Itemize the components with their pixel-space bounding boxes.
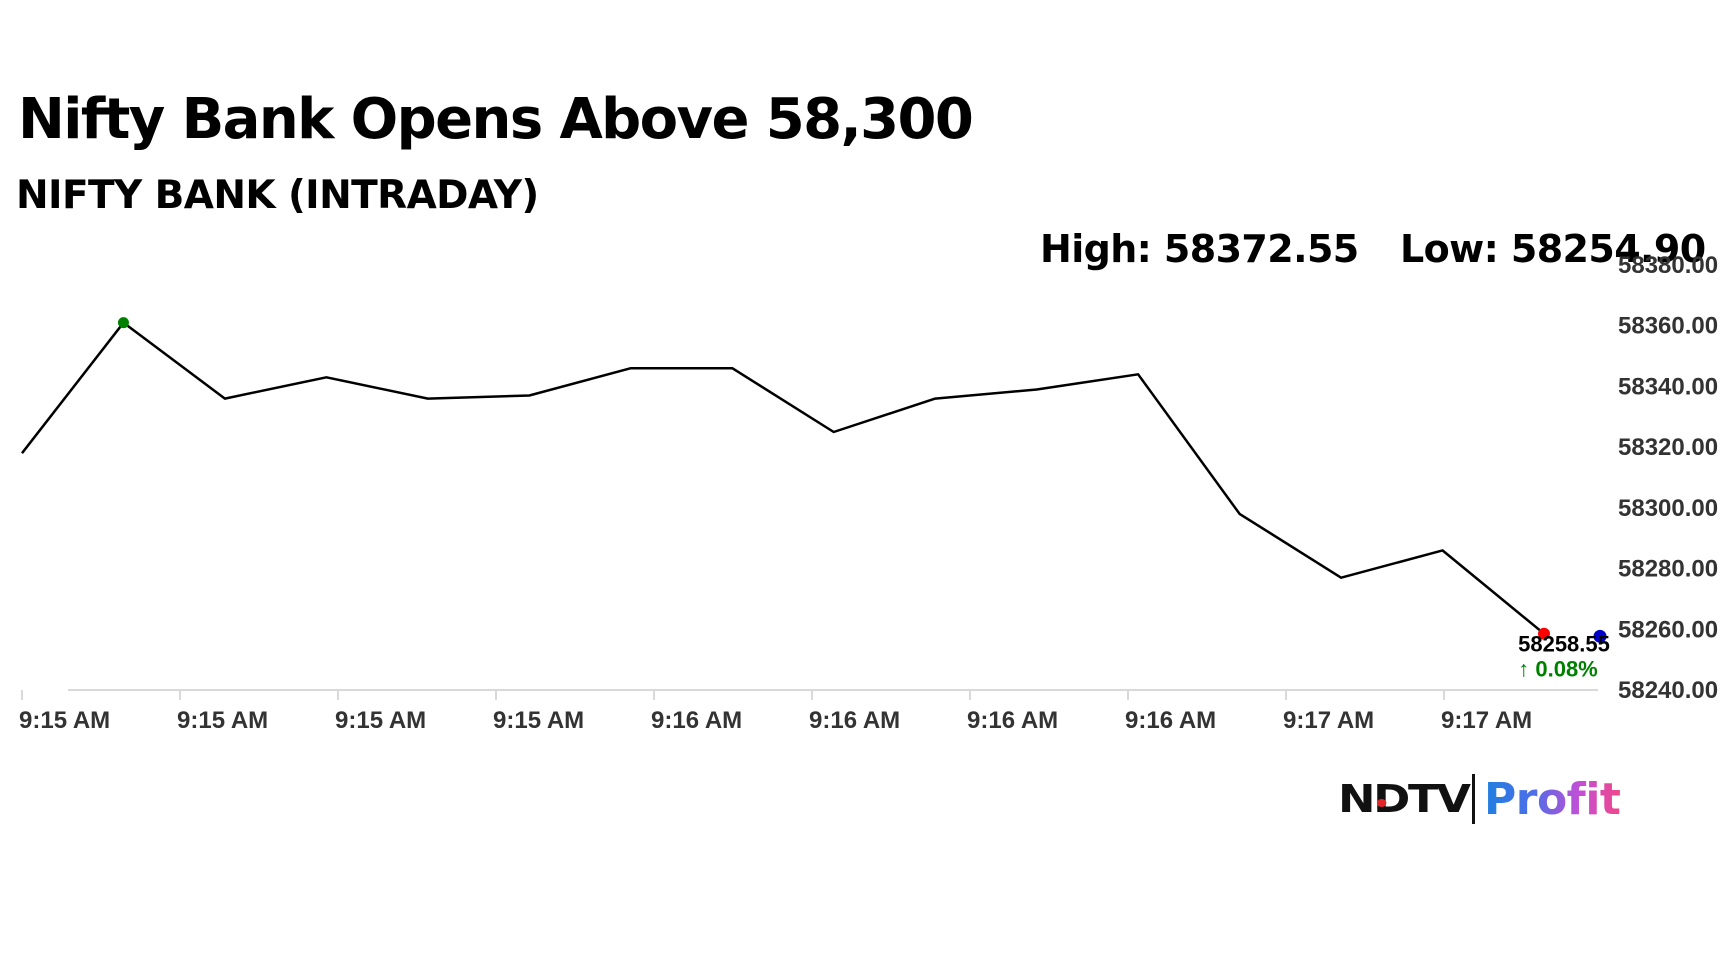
x-tick-label: 9:15 AM bbox=[493, 707, 584, 734]
chart-subtitle: NIFTY BANK (INTRADAY) bbox=[16, 173, 539, 218]
y-tick-label: 58320.00 bbox=[1618, 434, 1718, 461]
x-tick-label: 9:16 AM bbox=[651, 707, 742, 734]
x-tick-label: 9:15 AM bbox=[177, 707, 268, 734]
last-point-marker bbox=[1538, 627, 1550, 640]
ndtv-profit-logo: NDTV Profit bbox=[1338, 773, 1621, 825]
ndtv-text: NDTV bbox=[1338, 777, 1471, 821]
change-percent-label: ↑ 0.08% bbox=[1518, 657, 1598, 682]
intraday-line-chart: 9:15 AM 9:15 AM 9:15 AM 9:15 AM 9:16 AM 9:16 … bbox=[19, 252, 1718, 734]
logo-red-dot-icon bbox=[1376, 799, 1387, 807]
y-tick-label: 58340.00 bbox=[1618, 373, 1718, 400]
x-tick-label: 9:16 AM bbox=[1125, 707, 1216, 734]
logo-divider bbox=[1472, 774, 1475, 824]
x-tick-label: 9:17 AM bbox=[1283, 707, 1374, 734]
headline: Nifty Bank Opens Above 58,300 bbox=[18, 87, 974, 152]
y-tick-label: 58240.00 bbox=[1618, 677, 1718, 704]
ndtv-wordmark: NDTV bbox=[1338, 777, 1477, 821]
y-tick-label: 58380.00 bbox=[1618, 252, 1718, 279]
x-tick-label: 9:16 AM bbox=[809, 707, 900, 734]
x-tick-label: 9:15 AM bbox=[19, 707, 110, 734]
price-series-line bbox=[21, 321, 1545, 635]
profit-wordmark: Profit bbox=[1484, 773, 1621, 825]
y-tick-label: 58260.00 bbox=[1618, 616, 1718, 643]
y-tick-label: 58300.00 bbox=[1618, 495, 1718, 522]
last-value-label: 58258.55 bbox=[1518, 632, 1610, 657]
high-point-marker bbox=[117, 317, 129, 329]
y-tick-label: 58280.00 bbox=[1618, 556, 1718, 583]
high-value: High: 58372.55 bbox=[1040, 227, 1359, 271]
y-tick-label: 58360.00 bbox=[1618, 313, 1718, 340]
x-tick-label: 9:16 AM bbox=[967, 707, 1058, 734]
x-tick-label: 9:17 AM bbox=[1441, 707, 1532, 734]
low-value: Low: 58254.90 bbox=[1400, 227, 1706, 271]
x-tick-label: 9:15 AM bbox=[335, 707, 426, 734]
prev-close-marker bbox=[1593, 629, 1607, 643]
